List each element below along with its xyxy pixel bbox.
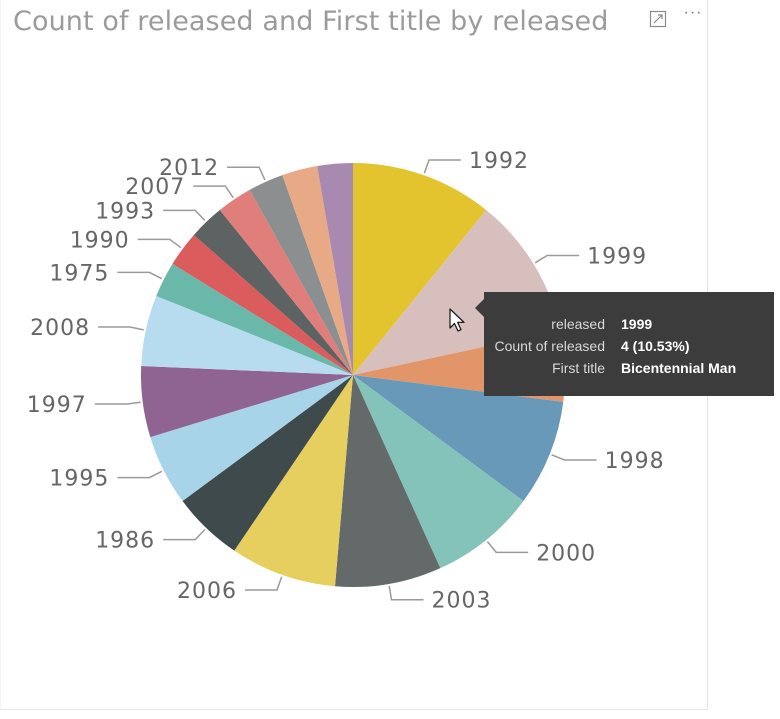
pie-slice-1992[interactable] [353,163,487,375]
tooltip-value: 4 (10.53%) [621,338,690,354]
pie-slice-1986[interactable] [182,375,353,551]
slice-label: 1999 [587,245,647,270]
leader-line [245,576,283,591]
slice-label: 2006 [177,579,237,604]
slice-label: 2003 [432,589,492,614]
slice-label: 1975 [49,261,109,286]
pie-slice-2003[interactable] [335,375,441,588]
leader-line [163,209,206,222]
leader-line [193,185,234,199]
pie-slice-2000[interactable] [353,375,524,569]
pie-slice-1993[interactable] [193,210,353,375]
leader-line [117,470,163,479]
pie-slice-1995[interactable] [150,375,353,502]
leader-line [98,326,144,331]
slice-label: 1998 [605,449,665,474]
tooltip-row-count: Count of released 4 (10.53%) [484,335,774,357]
pie-slice-1998[interactable] [353,375,564,502]
tooltip-value: Bicentennial Man [621,360,737,376]
tooltip-value: 1999 [621,316,653,332]
leader-line [388,585,424,601]
pie-slice-1990[interactable] [172,234,353,375]
slice-label: 2012 [159,156,219,181]
tooltip-arrow [475,299,484,317]
slice-label: 2008 [30,316,90,341]
chart-title: Count of released and First title by rel… [13,6,609,37]
pie-slice-1997[interactable] [140,366,353,438]
leader-line [163,528,206,541]
pie-labels: 1992199919761998200020032006198619951997… [27,149,680,614]
slice-label: 1995 [49,467,109,492]
tooltip-row-released: released 1999 [484,313,774,335]
leader-line [117,271,163,280]
slice-label: 1990 [70,228,130,253]
tooltip-row-first-title: First title Bicentennial Man [484,357,774,379]
tooltip-key: released [551,316,605,332]
pie-slice-2007[interactable] [219,189,353,375]
slice-label: 1993 [95,199,155,224]
leader-line [534,254,580,264]
pie-slice-1975[interactable] [156,263,353,375]
tooltip-key: Count of released [494,338,605,354]
leader-line [423,159,461,174]
leader-line [137,238,182,249]
leader-line [227,166,266,181]
leader-line [551,454,597,461]
focus-mode-icon[interactable] [649,10,667,28]
slice-label: 1997 [27,393,87,418]
slice-label: 1986 [95,529,155,554]
pie-slice-2006[interactable] [234,375,353,587]
tooltip: released 1999 Count of released 4 (10.53… [475,292,774,396]
pie-slice-2012[interactable] [249,175,353,375]
slice-label: 2007 [125,175,185,200]
pie-slice-slice-16[interactable] [282,166,353,375]
pie-slice-slice-17[interactable] [317,163,353,375]
slice-label: 2000 [536,541,596,566]
pie-slices [140,163,565,588]
pie-slice-2008[interactable] [141,295,353,375]
leader-line [486,541,529,554]
more-options-icon[interactable]: ··· [683,4,703,21]
slice-label: 1992 [469,149,529,174]
leader-line [94,401,141,405]
mouse-pointer-icon [449,308,465,332]
tooltip-key: First title [552,360,605,376]
